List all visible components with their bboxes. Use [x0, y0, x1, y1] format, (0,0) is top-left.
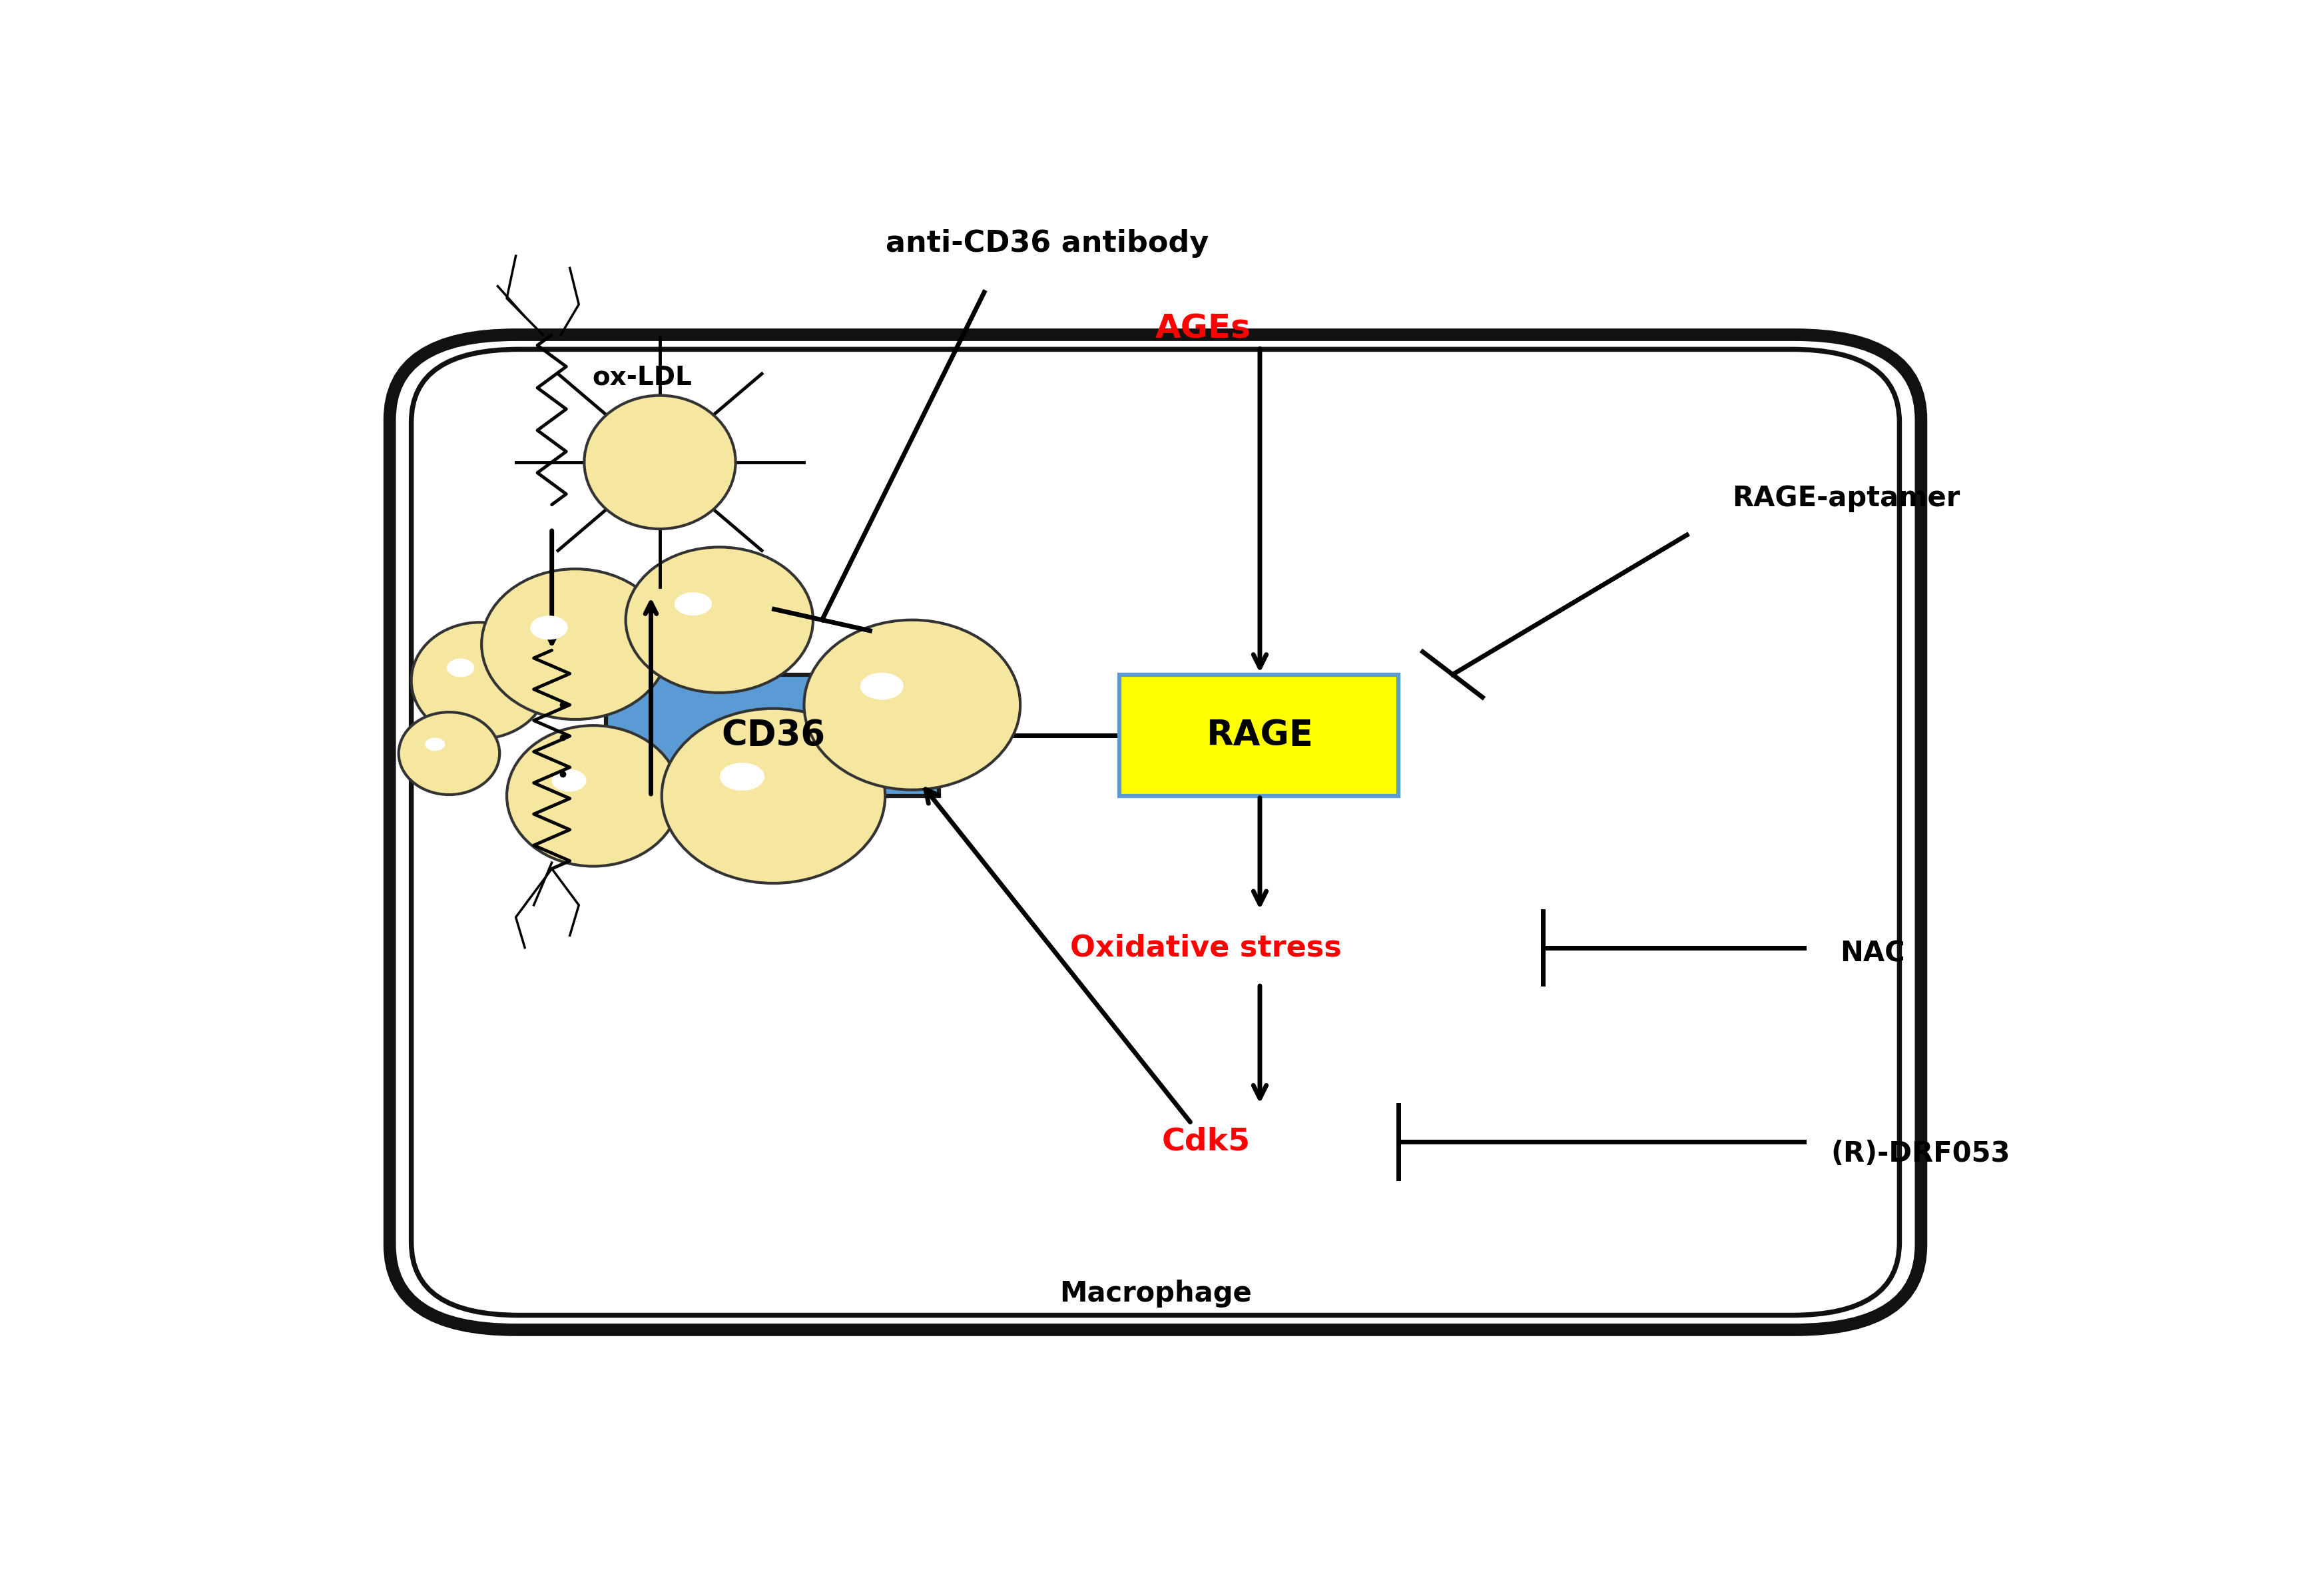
- Text: RAGE: RAGE: [1206, 719, 1313, 752]
- Text: CD36: CD36: [720, 719, 825, 752]
- Text: NAC: NAC: [1841, 939, 1906, 968]
- Text: AGEs: AGEs: [1155, 312, 1250, 345]
- Ellipse shape: [662, 709, 885, 883]
- Ellipse shape: [674, 593, 711, 616]
- Text: anti-CD36 antibody: anti-CD36 antibody: [885, 230, 1208, 258]
- Text: ox-LDL: ox-LDL: [593, 364, 693, 389]
- Text: RAGE-aptamer: RAGE-aptamer: [1731, 484, 1959, 512]
- Ellipse shape: [481, 569, 669, 719]
- Ellipse shape: [425, 738, 444, 750]
- FancyBboxPatch shape: [1120, 675, 1399, 796]
- FancyBboxPatch shape: [607, 675, 939, 796]
- Ellipse shape: [860, 673, 904, 700]
- Text: (R)-DRF053: (R)-DRF053: [1831, 1139, 2010, 1168]
- Ellipse shape: [507, 725, 679, 867]
- Text: Cdk5: Cdk5: [1162, 1127, 1250, 1157]
- Ellipse shape: [446, 659, 474, 678]
- Ellipse shape: [400, 712, 500, 794]
- Ellipse shape: [583, 396, 734, 530]
- Ellipse shape: [804, 619, 1020, 790]
- Ellipse shape: [625, 547, 813, 693]
- Ellipse shape: [551, 769, 586, 791]
- Ellipse shape: [720, 763, 765, 791]
- Text: Macrophage: Macrophage: [1060, 1280, 1250, 1308]
- FancyBboxPatch shape: [390, 334, 1920, 1330]
- Text: Oxidative stress: Oxidative stress: [1069, 933, 1341, 961]
- Ellipse shape: [411, 623, 548, 739]
- Ellipse shape: [530, 616, 567, 640]
